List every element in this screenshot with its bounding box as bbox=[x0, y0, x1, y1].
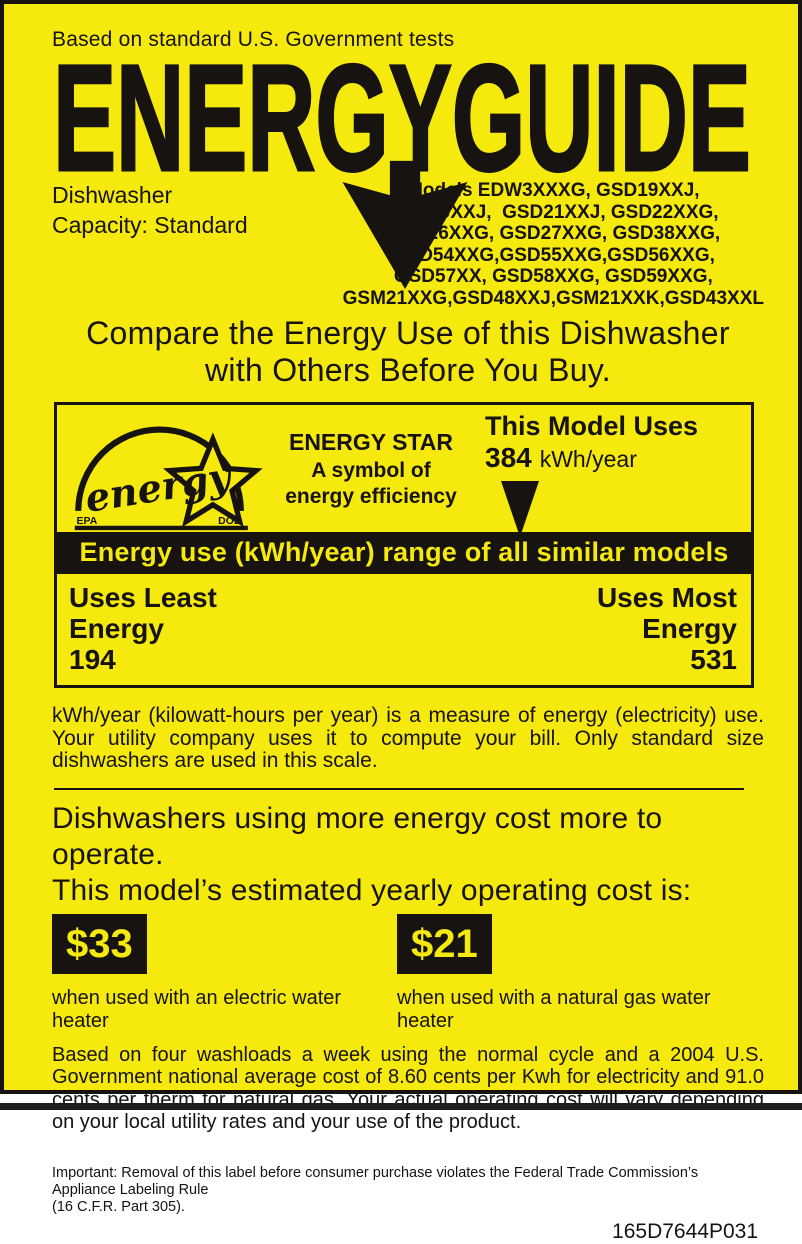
section-divider bbox=[54, 787, 744, 790]
epa-text: EPA bbox=[77, 516, 98, 527]
compare-heading: Compare the Energy Use of this Dishwashe… bbox=[86, 315, 730, 388]
energy-star-title: ENERGY STAR bbox=[288, 429, 453, 455]
comparison-box: energy EPA DOE ENERGY STAR A symbol of e… bbox=[54, 402, 754, 688]
uses-least-label: Uses Least Energy bbox=[69, 582, 217, 644]
gas-cost-block: $21 when used with a natural gas water h… bbox=[397, 913, 764, 1033]
energy-star-subtitle: A symbol of energy efficiency bbox=[285, 459, 457, 508]
electric-cost-caption: when used with an electric water heater bbox=[52, 986, 342, 1032]
models-list: Models EDW3XXXG, GSD19XXJ, GSD20XXJ, GSD… bbox=[342, 180, 764, 309]
uses-most-value: 531 bbox=[690, 644, 737, 675]
energyguide-logo: ENERGYGUIDE bbox=[52, 32, 764, 289]
model-position-pointer-icon bbox=[501, 481, 539, 537]
energy-script-text: energy bbox=[82, 454, 236, 522]
intro-row: Dishwasher Capacity: Standard Models EDW… bbox=[52, 178, 764, 309]
uses-most-label: Uses Most Energy bbox=[596, 582, 737, 644]
based-note: Based on standard U.S. Government tests bbox=[52, 28, 455, 51]
removal-warning: Important: Removal of this label before … bbox=[52, 1164, 699, 1215]
assumptions-note: Based on four washloads a week using the… bbox=[52, 1043, 764, 1134]
uses-least-block: Uses Least Energy 194 bbox=[69, 582, 217, 675]
model-uses-unit: kWh/year bbox=[539, 446, 637, 472]
part-number: 165D7644P031 bbox=[612, 1219, 758, 1243]
uses-most-block: Uses Most Energy 531 bbox=[597, 582, 737, 675]
energy-star-logo-icon: energy EPA DOE bbox=[74, 426, 263, 531]
gas-cost-caption: when used with a natural gas water heate… bbox=[397, 986, 711, 1032]
costs-row: $33 when used with an electric water hea… bbox=[52, 913, 764, 1033]
product-info: Dishwasher Capacity: Standard bbox=[52, 178, 343, 309]
model-uses-block: This Model Uses 384 kWh/year bbox=[461, 405, 751, 537]
comparison-box-top: energy EPA DOE ENERGY STAR A symbol of e… bbox=[57, 405, 751, 537]
electric-cost-block: $33 when used with an electric water hea… bbox=[52, 913, 397, 1033]
bottom-strip bbox=[0, 1103, 802, 1110]
energyguide-logo-icon: ENERGYGUIDE bbox=[52, 32, 752, 289]
doe-text: DOE bbox=[218, 516, 241, 527]
range-ends: Uses Least Energy 194 Uses Most Energy 5… bbox=[57, 574, 751, 685]
model-uses-value: 384 bbox=[485, 442, 532, 473]
range-bar-title: Energy use (kWh/year) range of all simil… bbox=[57, 532, 751, 574]
kwh-explanation: kWh/year (kilowatt-hours per year) is a … bbox=[52, 704, 764, 772]
down-arrow-icon bbox=[342, 160, 468, 289]
product-type: Dishwasher bbox=[52, 182, 173, 208]
gas-cost-amount: $21 bbox=[397, 913, 492, 974]
uses-least-value: 194 bbox=[69, 644, 116, 675]
model-uses-value-line: 384 kWh/year bbox=[485, 441, 751, 479]
electric-cost-amount: $33 bbox=[52, 913, 147, 974]
product-capacity: Capacity: Standard bbox=[52, 212, 248, 238]
operating-cost-heading: Dishwashers using more energy cost more … bbox=[52, 801, 692, 907]
model-uses-heading: This Model Uses bbox=[485, 411, 699, 441]
bottom-row: Important: Removal of this label before … bbox=[52, 1165, 764, 1244]
energy-star-caption: ENERGY STAR A symbol of energy efficienc… bbox=[281, 429, 461, 532]
